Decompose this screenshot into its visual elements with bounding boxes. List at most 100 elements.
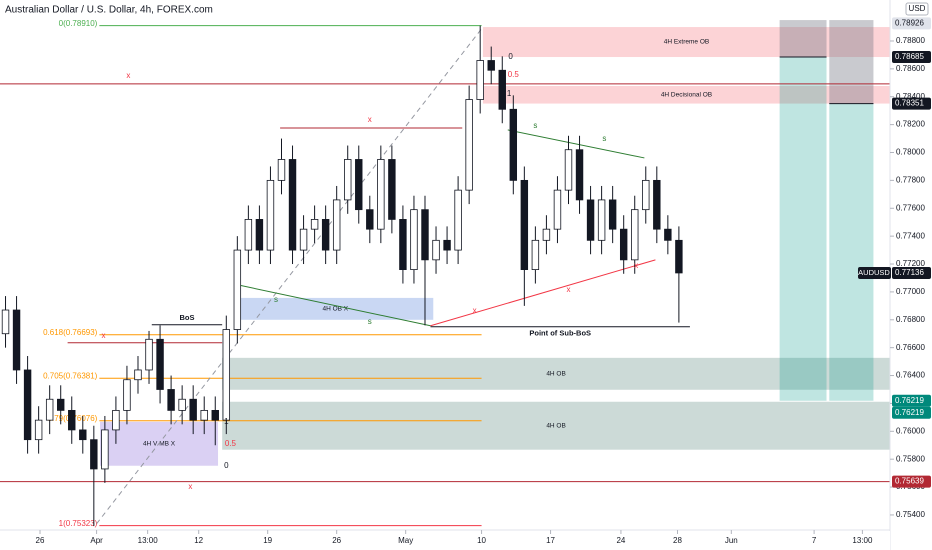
annotation: x (473, 306, 477, 315)
annotation: x (126, 71, 130, 80)
annotation: 1 (507, 89, 512, 98)
candle-body (597, 199, 606, 241)
x-tick-label: 17 (546, 536, 555, 545)
candle-body (509, 108, 518, 181)
y-tick-label: 0.77200 (896, 259, 925, 268)
y-tick-label: 0.77400 (896, 231, 925, 240)
drawing-line (96, 26, 484, 525)
y-tick-label: 0.78200 (896, 120, 925, 129)
candle-body (45, 398, 54, 421)
annotation: s (274, 295, 278, 304)
fib-label: 0.705(0.76381) (43, 371, 98, 380)
candle-body (619, 228, 628, 261)
annotation: 0.5 (508, 70, 520, 79)
candle-body (377, 159, 385, 230)
candle-body (1, 309, 10, 335)
candle-body (332, 199, 341, 251)
zone (222, 357, 891, 390)
price-tag-label: 0.76219 (895, 408, 924, 417)
price-tag (892, 97, 931, 110)
candle-body (222, 329, 231, 421)
drawing-line (430, 259, 656, 327)
drawing-line (237, 284, 431, 327)
candle-body (675, 239, 683, 274)
x-tick-label: 13:00 (138, 536, 159, 545)
y-tick-label: 0.76000 (896, 426, 925, 435)
candle-body (277, 159, 286, 181)
annotation: s (368, 317, 372, 326)
candle-body (299, 228, 308, 251)
position-target (779, 20, 827, 58)
candle-body (200, 409, 208, 421)
y-tick-label: 0.77000 (896, 287, 925, 296)
x-tick-label: May (398, 536, 413, 545)
chart-title: Australian Dollar / U.S. Dollar, 4h, FOR… (5, 5, 213, 16)
x-tick-label: 26 (36, 536, 45, 545)
candle-body (531, 239, 540, 271)
candle-body (156, 338, 164, 390)
annotation: s (533, 121, 537, 130)
price-tag-label: 0.75639 (895, 477, 924, 486)
x-tick-label: Jun (725, 536, 738, 545)
y-tick-label: 0.78000 (896, 148, 925, 157)
symbol-tag (858, 266, 891, 279)
candle-body (355, 159, 363, 211)
y-tick-label: 0.76800 (896, 315, 925, 324)
annotation: x (101, 331, 105, 340)
zone (482, 86, 890, 104)
fib-label: 1(0.75323) (59, 519, 98, 528)
candle-body (542, 228, 551, 241)
candle-body (310, 219, 319, 230)
candle-body (134, 369, 142, 381)
x-tick-label: Apr (90, 536, 103, 545)
candle-body (112, 409, 120, 431)
candle-body (454, 189, 462, 251)
zone-label: 4H OB (546, 422, 566, 429)
candle-body (288, 159, 297, 251)
fib-label: 0(0.78910) (59, 19, 98, 28)
price-tag-label: 0.78685 (895, 52, 924, 61)
annotation: 0.5 (225, 439, 237, 448)
candle-body (321, 219, 330, 251)
annotation: 0 (508, 52, 513, 61)
candle-body (266, 179, 275, 251)
x-axis-bg (0, 531, 890, 550)
annotation: x (368, 115, 372, 124)
annotation: x (188, 482, 192, 491)
candle-body (487, 60, 495, 71)
annotation: x (566, 285, 570, 294)
symbol-tag-label: AUDUSD (858, 268, 890, 277)
candle-body (244, 219, 253, 251)
zone (482, 27, 890, 58)
position-target (829, 20, 874, 104)
annotation: x (634, 261, 638, 270)
position-stop (779, 57, 827, 401)
currency-label: USD (909, 4, 926, 13)
price-tag (892, 17, 931, 30)
x-tick-label: 10 (477, 536, 486, 545)
currency-tag (905, 2, 929, 16)
price-tag-label: 0.77136 (895, 268, 924, 277)
candle-body (34, 419, 43, 441)
zone-label: 4H Extreme OB (664, 39, 710, 46)
price-tag (892, 266, 931, 279)
price-tag-label: 0.76219 (895, 396, 924, 405)
y-tick-label: 0.77800 (896, 175, 925, 184)
candle-body (608, 199, 617, 230)
candle-body (410, 209, 418, 271)
candle-body (178, 398, 186, 411)
candle-body (233, 249, 242, 330)
candle-body (167, 389, 175, 411)
zone-label: 4H Decisional OB (661, 92, 712, 99)
candle-body (664, 228, 672, 241)
candle-body (189, 398, 197, 421)
y-tick-label: 0.75800 (896, 454, 925, 463)
candle-body (432, 239, 440, 261)
zone-label: 4H OB X (322, 306, 348, 313)
x-tick-label: 26 (332, 536, 341, 545)
candle-body (564, 149, 573, 191)
price-tag (892, 51, 931, 64)
candle-body (575, 149, 584, 201)
